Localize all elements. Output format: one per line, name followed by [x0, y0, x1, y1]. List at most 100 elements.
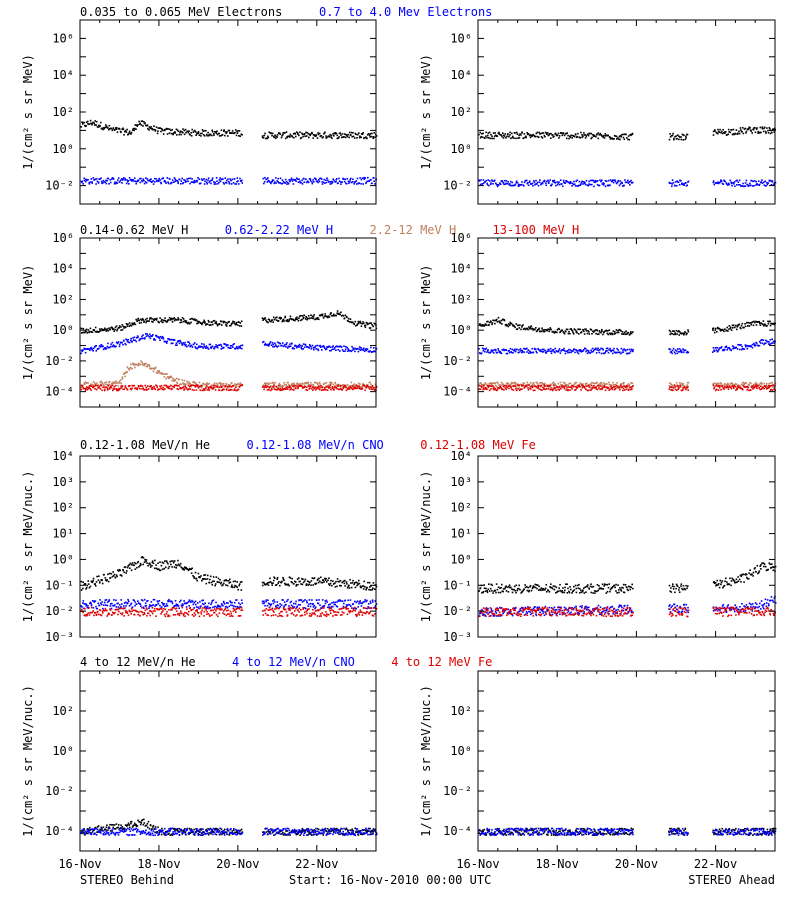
data-point [616, 385, 618, 387]
data-point [553, 179, 556, 182]
data-point [372, 325, 375, 327]
data-point [138, 322, 141, 324]
data-point [160, 384, 163, 387]
data-point [130, 388, 132, 391]
data-point [370, 388, 373, 390]
data-point [612, 352, 614, 355]
data-point [349, 350, 351, 352]
data-point [739, 184, 741, 186]
data-point [89, 585, 92, 588]
data-point [759, 324, 762, 326]
data-point [530, 325, 533, 327]
data-point [237, 347, 240, 349]
data-point [352, 384, 355, 386]
data-point [272, 579, 275, 582]
data-point [304, 135, 306, 138]
data-point [287, 183, 290, 185]
data-point [610, 387, 613, 390]
data-point [236, 181, 238, 183]
data-point [601, 386, 604, 389]
data-point [587, 184, 590, 187]
data-point [623, 333, 625, 335]
data-point [183, 383, 186, 385]
data-point [753, 383, 755, 386]
data-point [621, 331, 624, 333]
data-point [560, 132, 562, 134]
data-point [769, 386, 772, 388]
data-point [687, 351, 690, 354]
data-point [611, 384, 613, 387]
data-point [105, 386, 107, 389]
data-point [194, 319, 197, 322]
data-point [320, 576, 322, 579]
data-point [268, 581, 270, 584]
data-point [771, 383, 774, 385]
data-point [239, 382, 241, 384]
data-point [127, 367, 130, 370]
data-point [136, 388, 138, 391]
data-point [687, 381, 690, 384]
data-point [627, 352, 630, 355]
data-point [334, 347, 336, 349]
data-point [167, 567, 170, 570]
data-point [302, 578, 304, 580]
data-point [671, 333, 674, 335]
data-point [117, 389, 120, 392]
data-point [731, 385, 734, 387]
data-point [492, 385, 494, 387]
data-point [93, 385, 96, 387]
data-point [499, 182, 501, 184]
data-point [529, 134, 531, 136]
data-point [151, 564, 153, 567]
data-point [594, 348, 596, 351]
data-point [621, 333, 623, 335]
data-point [179, 562, 182, 565]
data-point [630, 386, 633, 389]
data-point [136, 320, 138, 323]
data-point [103, 181, 106, 183]
data-point [537, 329, 539, 331]
data-point [341, 349, 344, 351]
data-point [361, 133, 364, 136]
data-point [108, 327, 110, 329]
data-point [176, 382, 179, 385]
data-point [227, 346, 229, 349]
data-point [202, 347, 204, 349]
data-point [765, 185, 767, 187]
data-point [87, 329, 90, 331]
data-point [320, 389, 323, 391]
data-point [769, 132, 772, 135]
data-point [486, 182, 488, 185]
data-point [189, 388, 191, 390]
data-point [537, 384, 539, 387]
data-point [488, 383, 490, 385]
data-point [554, 182, 557, 184]
data-point [348, 584, 350, 587]
data-point [153, 128, 156, 131]
data-point [559, 381, 562, 384]
data-point [93, 124, 96, 126]
data-point [583, 330, 585, 333]
data-point [492, 132, 495, 134]
data-point [330, 182, 333, 185]
data-point [596, 183, 599, 186]
data-point [146, 333, 148, 335]
data-point [490, 133, 492, 136]
data-point [109, 384, 112, 387]
data-point [673, 137, 675, 140]
data-point [309, 384, 311, 386]
data-point [565, 384, 567, 386]
data-point [763, 325, 765, 327]
data-point [165, 377, 167, 380]
data-point [100, 380, 103, 383]
data-point [773, 342, 775, 344]
data-point [82, 331, 84, 334]
data-point [722, 329, 724, 331]
data-point [90, 330, 92, 333]
data-point [322, 383, 325, 385]
data-point [149, 367, 151, 370]
data-point [301, 583, 304, 586]
data-point [196, 579, 198, 582]
data-point [726, 326, 728, 329]
data-point [502, 348, 505, 351]
